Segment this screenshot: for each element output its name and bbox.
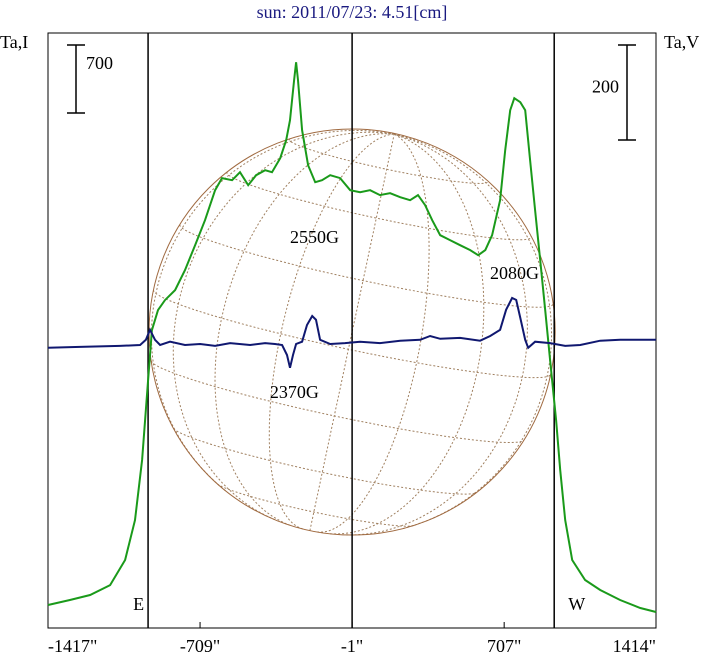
x-tick-label: -1417" (48, 636, 97, 656)
annotation: 2080G (490, 263, 539, 283)
globe-grid (394, 133, 553, 529)
x-tick-label: -1" (341, 636, 363, 656)
y2-axis-label: Ta,V (664, 32, 699, 52)
annotation: 2370G (270, 382, 319, 402)
y-axis-label: Ta,I (0, 32, 28, 52)
x-tick-label: 1414" (613, 636, 656, 656)
series-line (47, 296, 656, 369)
globe-grid (330, 133, 485, 535)
globe-grid (172, 131, 395, 521)
globe-grid (179, 224, 554, 308)
x-tick-label: -709" (180, 636, 220, 656)
x-tick-label: 707" (487, 636, 521, 656)
globe-grid (173, 428, 477, 495)
limb-label: W (568, 594, 585, 614)
series-line (47, 62, 657, 613)
globe-grid (217, 483, 414, 527)
globe-grid (150, 360, 525, 443)
globe-grid (226, 171, 532, 241)
globe-grid (288, 138, 489, 185)
globe-grid (346, 133, 528, 536)
scale-bar-label: 700 (86, 53, 113, 73)
globe-grid (153, 289, 552, 379)
globe-grid (316, 133, 430, 533)
scale-bar-label: 200 (592, 77, 619, 97)
globe-grid (268, 133, 395, 530)
chart-title: sun: 2011/07/23: 4.51[cm] (257, 2, 448, 22)
annotation: 2550G (290, 227, 339, 247)
limb-label: E (133, 594, 144, 614)
globe-grid (150, 129, 395, 492)
globe-grid (214, 133, 395, 526)
